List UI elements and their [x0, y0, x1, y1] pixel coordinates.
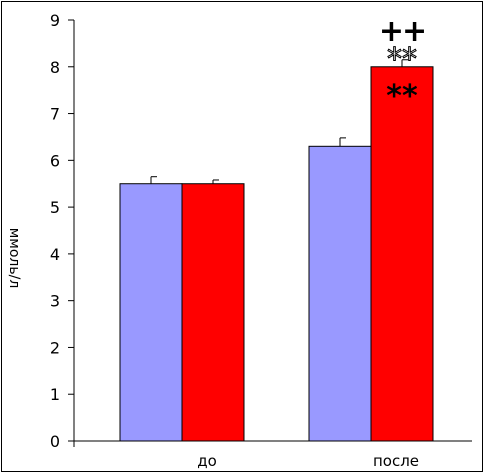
x-tick-label: до — [197, 452, 217, 470]
significance-mark-plus: ++ — [379, 14, 425, 49]
y-tick-label: 6 — [50, 151, 60, 170]
y-tick-label: 7 — [50, 105, 60, 124]
bar — [181, 183, 245, 442]
y-tick-label: 9 — [50, 11, 60, 30]
error-bars — [150, 59, 408, 184]
x-tick-labels: до после — [197, 452, 419, 470]
bar — [119, 183, 183, 442]
y-tick-label: 2 — [50, 338, 60, 357]
significance-marks: ++**** — [379, 14, 427, 114]
y-tick-label: 1 — [50, 385, 60, 404]
y-axis-label: ммоль/л — [6, 228, 22, 289]
y-tick-labels: 0 1 2 3 4 5 6 7 8 9 — [50, 11, 60, 451]
bar — [308, 145, 372, 442]
significance-mark-outline: ** — [387, 42, 417, 77]
y-tick-label: 4 — [50, 245, 60, 264]
y-tick-label: 0 — [50, 432, 60, 451]
y-tick-label: 8 — [50, 58, 60, 77]
bars — [119, 66, 434, 442]
y-tick-label: 5 — [50, 198, 60, 217]
bar — [370, 66, 434, 442]
y-tick-label: 3 — [50, 292, 60, 311]
significance-mark-inside: ** — [386, 79, 418, 114]
x-tick-label: после — [373, 452, 419, 470]
